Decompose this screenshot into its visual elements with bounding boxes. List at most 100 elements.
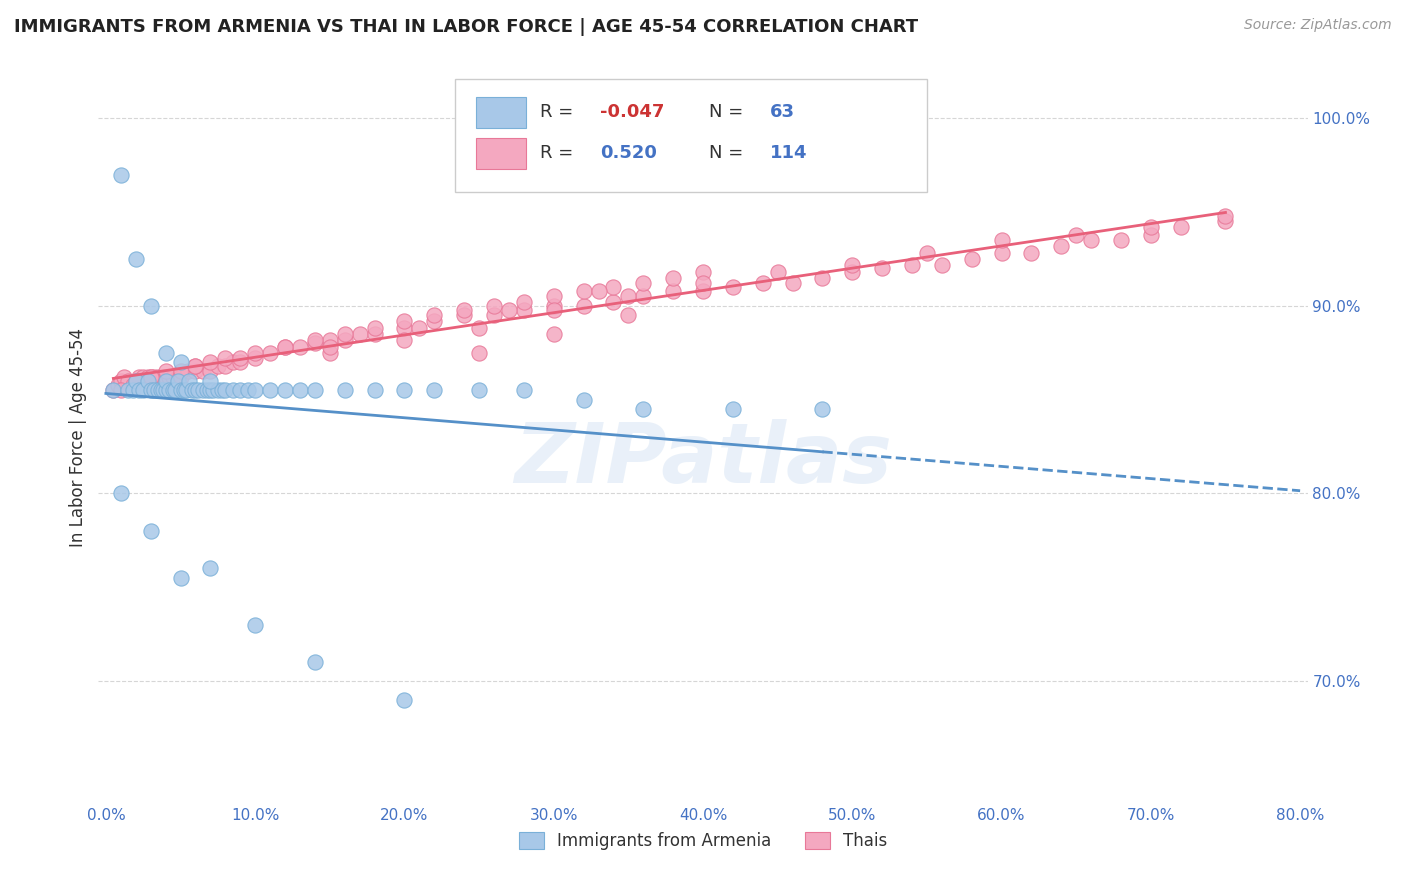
Text: 114: 114 xyxy=(769,145,807,162)
Point xyxy=(197,383,219,397)
Point xyxy=(181,383,204,397)
Point xyxy=(990,233,1012,247)
Point xyxy=(319,345,342,359)
Point xyxy=(117,383,139,397)
Point xyxy=(394,321,416,335)
Point xyxy=(142,370,165,384)
Point xyxy=(139,377,162,392)
Point xyxy=(110,374,132,388)
Point xyxy=(150,383,173,397)
Point xyxy=(136,374,159,388)
Point xyxy=(617,289,640,303)
Point xyxy=(200,383,222,397)
Point xyxy=(333,383,356,397)
Point xyxy=(1050,239,1073,253)
Point xyxy=(146,383,169,397)
Point xyxy=(139,524,162,538)
Point xyxy=(468,383,491,397)
Point xyxy=(543,326,565,341)
Point xyxy=(513,383,536,397)
Point xyxy=(543,289,565,303)
Point xyxy=(482,308,505,322)
Point xyxy=(132,383,155,397)
Point xyxy=(319,333,342,347)
Point xyxy=(513,302,536,317)
Text: IMMIGRANTS FROM ARMENIA VS THAI IN LABOR FORCE | AGE 45-54 CORRELATION CHART: IMMIGRANTS FROM ARMENIA VS THAI IN LABOR… xyxy=(14,18,918,36)
Point xyxy=(319,340,342,354)
Point xyxy=(236,383,259,397)
Point xyxy=(162,370,184,384)
Point xyxy=(139,383,162,397)
Point xyxy=(146,370,169,384)
Point xyxy=(766,265,789,279)
Point xyxy=(721,280,744,294)
Point xyxy=(117,374,139,388)
Point xyxy=(333,333,356,347)
Point xyxy=(125,252,148,266)
Point xyxy=(139,370,162,384)
Point xyxy=(751,277,773,291)
Point xyxy=(191,383,214,397)
Point xyxy=(274,340,297,354)
Point xyxy=(1140,220,1163,235)
Point xyxy=(139,299,162,313)
Point xyxy=(200,561,222,575)
Point xyxy=(1080,233,1102,247)
Point xyxy=(169,355,191,369)
Point xyxy=(931,258,953,272)
Point xyxy=(782,277,804,291)
Point xyxy=(184,364,207,378)
Text: 0.520: 0.520 xyxy=(600,145,657,162)
Point xyxy=(187,383,209,397)
Point xyxy=(349,326,371,341)
Point xyxy=(243,345,266,359)
Point xyxy=(107,377,129,392)
Point xyxy=(184,359,207,373)
Point xyxy=(572,299,595,313)
Point xyxy=(155,345,177,359)
Point xyxy=(588,284,610,298)
Point xyxy=(1021,246,1043,260)
Point xyxy=(662,284,685,298)
Point xyxy=(288,383,311,397)
Point xyxy=(453,302,475,317)
Point xyxy=(200,355,222,369)
Point xyxy=(243,617,266,632)
Point xyxy=(423,308,446,322)
Point xyxy=(811,270,834,285)
Point xyxy=(110,486,132,500)
Point xyxy=(870,261,893,276)
Point xyxy=(453,308,475,322)
Point xyxy=(960,252,983,266)
Point xyxy=(155,364,177,378)
Point xyxy=(128,370,150,384)
Point xyxy=(423,383,446,397)
Point xyxy=(169,383,191,397)
Point xyxy=(155,374,177,388)
Text: R =: R = xyxy=(540,103,579,120)
Point xyxy=(222,355,245,369)
Point xyxy=(110,168,132,182)
Bar xyxy=(475,138,526,169)
Point xyxy=(163,383,186,397)
Point xyxy=(229,383,252,397)
Point xyxy=(274,383,297,397)
Point xyxy=(169,571,191,585)
Point xyxy=(572,284,595,298)
Point xyxy=(915,246,938,260)
Point xyxy=(177,364,200,378)
Point xyxy=(103,383,125,397)
Point xyxy=(408,321,430,335)
Point xyxy=(157,370,180,384)
Point xyxy=(112,370,135,384)
Point xyxy=(214,351,236,366)
Point xyxy=(468,345,491,359)
Point xyxy=(211,383,233,397)
Point xyxy=(721,401,744,416)
Point xyxy=(543,302,565,317)
Point xyxy=(214,359,236,373)
Point xyxy=(121,383,143,397)
Point xyxy=(304,655,326,669)
Point xyxy=(841,258,863,272)
Text: N =: N = xyxy=(709,145,749,162)
